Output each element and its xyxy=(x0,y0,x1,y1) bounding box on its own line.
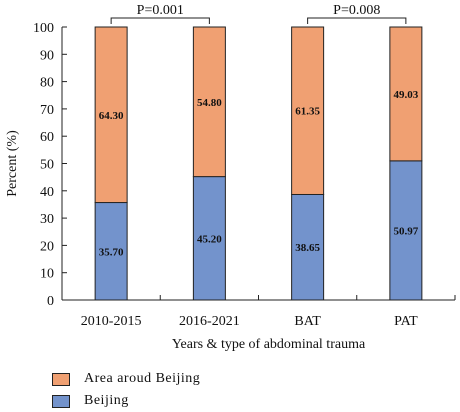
x-tick-label: PAT xyxy=(394,314,418,329)
y-tick-label: 60 xyxy=(40,130,54,145)
x-tick-label: 2010-2015 xyxy=(81,314,142,329)
data-label: 35.70 xyxy=(99,246,124,258)
legend-swatch-area-around-beijing xyxy=(52,372,70,386)
stacked-bar-chart: 35.70 64.30 45.20 54.80 38.65 61.35 50.97 49.03… xyxy=(5,3,456,352)
y-tick-label: 0 xyxy=(47,294,54,309)
y-tick-label: 10 xyxy=(40,267,54,282)
significance-bracket xyxy=(307,17,407,24)
data-label: 50.97 xyxy=(394,225,419,237)
y-axis-title: Percent (%) xyxy=(5,130,20,197)
legend: Area aroud Beijing Beijing xyxy=(52,368,352,412)
significance-bracket xyxy=(110,17,210,24)
bar-area-around-beijing xyxy=(94,26,128,204)
data-label: 54.80 xyxy=(197,97,222,109)
data-label: 38.65 xyxy=(295,242,320,254)
data-label: 64.30 xyxy=(99,110,124,122)
x-tick-label: 2016-2021 xyxy=(179,314,240,329)
bar-area-around-beijing xyxy=(192,26,226,178)
legend-item-beijing: Beijing xyxy=(52,390,352,412)
y-tick-label: 70 xyxy=(40,103,54,118)
y-tick-label: 40 xyxy=(40,185,54,200)
x-tick-label: BAT xyxy=(294,314,321,329)
y-tick-label: 50 xyxy=(40,158,54,173)
data-label: 49.03 xyxy=(394,89,419,101)
bar-area-around-beijing xyxy=(389,26,423,162)
legend-label-area-around-beijing: Area aroud Beijing xyxy=(84,371,201,386)
y-tick-label: 30 xyxy=(40,212,54,227)
data-label: 61.35 xyxy=(295,106,320,118)
data-label: 45.20 xyxy=(197,233,222,245)
significance-label: P=0.008 xyxy=(333,3,380,18)
y-tick-label: 90 xyxy=(40,48,54,63)
significance-label: P=0.001 xyxy=(137,3,184,18)
bar-beijing xyxy=(94,202,128,301)
bar-area-around-beijing xyxy=(291,26,325,195)
legend-label-beijing: Beijing xyxy=(84,393,129,408)
legend-swatch-beijing xyxy=(52,394,70,408)
legend-item-area-around-beijing: Area aroud Beijing xyxy=(52,368,352,390)
x-axis-title: Years & type of abdominal trauma xyxy=(172,337,366,352)
y-tick-label: 20 xyxy=(40,239,54,254)
y-tick-label: 100 xyxy=(33,21,54,36)
y-tick-label: 80 xyxy=(40,76,54,91)
